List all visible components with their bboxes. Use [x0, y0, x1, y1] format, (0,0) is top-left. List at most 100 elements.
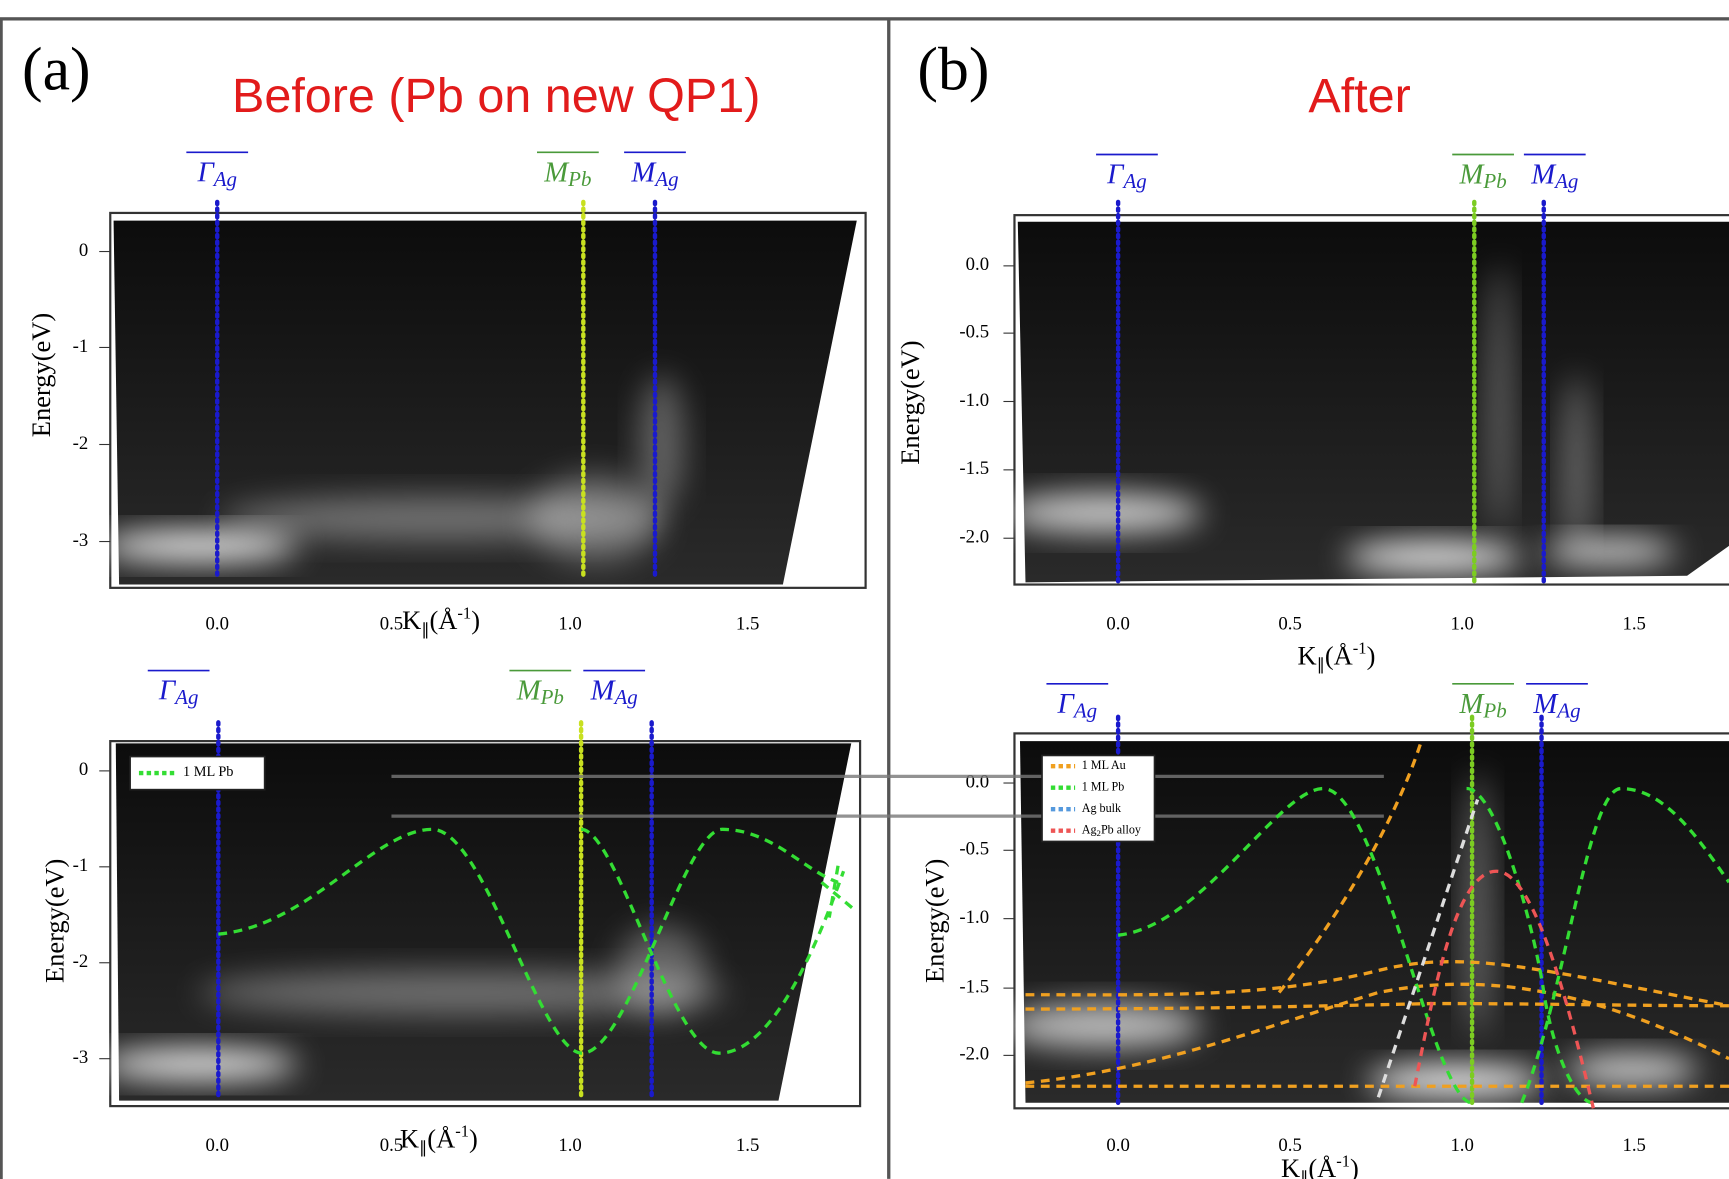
y-tick-label: -1.5 [959, 458, 989, 479]
intensity-feature [1367, 1065, 1544, 1097]
symmetry-point-sub: Pb [1482, 698, 1506, 722]
symmetry-point-label: MAg [590, 674, 638, 709]
y-tick-label: 0 [79, 240, 88, 261]
symmetry-point-symbol: M [543, 156, 570, 188]
intensity-feature [1543, 538, 1677, 565]
intensity-feature [198, 970, 728, 1015]
x-axis-label-part: K [402, 605, 421, 635]
symmetry-point-label: ΓAg [196, 156, 237, 191]
x-axis-label-part: ∥ [421, 620, 429, 639]
symmetry-point-sub: Ag [1121, 169, 1146, 193]
intensity-feature [529, 474, 662, 563]
pb-band [1520, 786, 1729, 1104]
plot: 0.0 -0.5 -1.0 -1.5 -2.0 0.0 0.5 1.0 1.5 K∥(Å-1) En… [895, 199, 1729, 674]
x-axis-label-part: -1 [455, 1121, 469, 1140]
x-axis-label-part: (Å [430, 605, 458, 635]
legend-label-part: Pb alloy [1101, 822, 1141, 836]
symmetry-point-symbol: Γ [1057, 687, 1076, 719]
x-axis-label-part: ) [1367, 640, 1376, 670]
x-tick-label: 1.5 [736, 614, 759, 635]
x-axis-label-part: ∥ [1317, 655, 1325, 674]
y-tick-label: -0.5 [959, 321, 989, 342]
y-tick-label: -2 [73, 433, 89, 454]
intensity-feature [1565, 1054, 1699, 1086]
intensity-feature [1345, 541, 1522, 573]
symmetry-point-sub: Ag [212, 167, 237, 191]
symmetry-point-label: MPb [516, 674, 564, 709]
y-axis-label: Energy(eV) [919, 859, 949, 983]
symmetry-point-label: MAg [630, 156, 678, 191]
x-axis-label-part: ) [471, 605, 480, 635]
y-tick-label: -2.0 [959, 527, 989, 548]
ag-bulk-band [1376, 799, 1480, 1098]
x-tick-label: 0.0 [1106, 1135, 1129, 1156]
y-axis-label: Energy(eV) [26, 313, 56, 437]
panel-title: Before (Pb on new QP1) [232, 69, 760, 123]
symmetry-point-sub: Pb [1482, 169, 1506, 193]
symmetry-point-symbol: M [1459, 687, 1486, 719]
legend-label: Ag bulk [1082, 801, 1122, 815]
x-tick-label: 0.0 [1106, 614, 1129, 635]
y-tick-label: -1.5 [959, 976, 989, 997]
pb-band [218, 827, 839, 1055]
symmetry-point-label: ΓAg [1106, 158, 1147, 193]
x-axis-label: K∥(Å-1) [402, 603, 480, 639]
arpes-image [1019, 741, 1729, 1103]
y-tick-label: -3 [73, 530, 89, 551]
x-tick-label: 1.0 [1450, 614, 1473, 635]
x-axis-label-part: ) [1350, 1153, 1359, 1179]
x-axis-label-part: (Å [427, 1123, 455, 1153]
alloy-band [1413, 869, 1595, 1109]
panel-label: (a) [22, 35, 91, 103]
pb-band [1117, 786, 1473, 1105]
panel-title: After [1308, 69, 1410, 123]
legend-box [1041, 754, 1156, 843]
x-axis-label-part: K [1281, 1153, 1300, 1179]
plot: 0-1-2-30.0 0.5 1.0 1.5K∥(Å-1)Energy(eV) [39, 720, 862, 1157]
legend-label-part: 1 ML Au [1082, 758, 1126, 772]
symmetry-point-symbol: M [590, 674, 617, 706]
x-tick-label: 1.0 [1450, 1135, 1473, 1156]
x-axis-label-part: (Å [1308, 1153, 1336, 1179]
symmetry-point-label: MPb [1459, 158, 1507, 193]
x-axis-label-part: ∥ [1300, 1168, 1308, 1179]
y-tick-label: 0.0 [966, 254, 989, 275]
frame [0, 17, 1729, 1179]
plots: 0-1-2-30.0 0.5 1.0 1.5K∥(Å-1)Energy(eV)0-1-… [26, 199, 1729, 1179]
x-axis-label-part: (Å [1325, 640, 1353, 670]
y-tick-label: -1 [73, 336, 89, 357]
symmetry-point-label: MPb [1459, 687, 1507, 722]
au-band [1025, 960, 1729, 1008]
x-tick-label: 1.0 [558, 1135, 581, 1156]
x-tick-label: 1.0 [558, 614, 581, 635]
legend-label: 1 ML Pb [183, 764, 233, 780]
intensity-feature [1003, 493, 1202, 533]
x-tick-label: 0.5 [380, 614, 403, 635]
y-tick-label: -0.5 [959, 839, 989, 860]
x-axis-label: K∥(Å-1) [400, 1121, 478, 1157]
x-axis-label-part: K [1298, 640, 1317, 670]
y-tick-label: 0 [79, 759, 88, 780]
symmetry-point-symbol: Γ [158, 674, 177, 706]
symmetry-point-sub: Ag [1555, 698, 1580, 722]
pb-band [580, 827, 846, 1055]
au-band [1025, 1001, 1729, 1011]
symmetry-point-sub: Ag [653, 167, 678, 191]
legend-label-part: Ag [1082, 822, 1097, 836]
y-tick-label: -1 [73, 855, 89, 876]
intensity-feature [639, 375, 684, 508]
symmetry-point-symbol: Γ [196, 156, 215, 188]
band-curves [218, 743, 1729, 1109]
y-axis-label: Energy(eV) [39, 859, 69, 983]
intensity-feature [1488, 264, 1511, 530]
y-axis-label: Energy(eV) [895, 340, 925, 464]
symmetry-point-sub: Ag [1553, 169, 1578, 193]
x-axis-label: K∥(Å-1) [1281, 1151, 1359, 1179]
symmetry-point-sub: Pb [540, 685, 564, 709]
arpes-image [1017, 221, 1729, 583]
pb-band [820, 865, 856, 918]
plot: 0-1-2-30.0 0.5 1.0 1.5K∥(Å-1)Energy(eV) [26, 199, 867, 639]
